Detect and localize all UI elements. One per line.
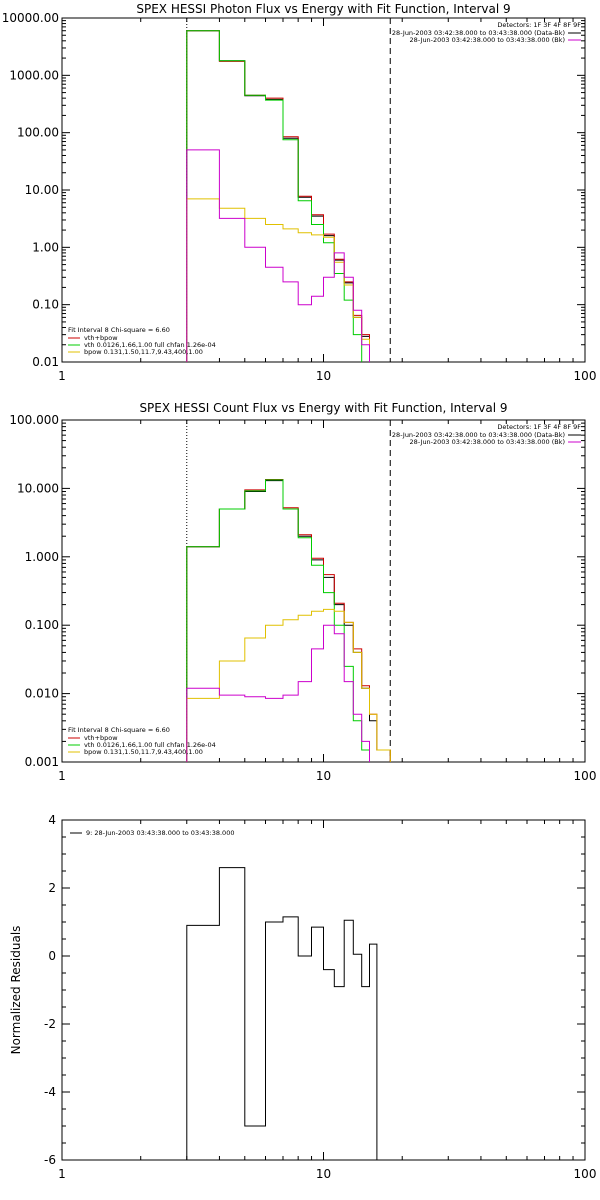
- chart-panel-3: 1 10 100 -6 -4 -2 0 2 4 Normalized Residuals 9: 28…: [9, 813, 596, 1181]
- x-tick-label: 1: [58, 369, 66, 383]
- x-tick-label: 1: [58, 769, 66, 783]
- y-tick-label: 1000.00: [9, 68, 59, 82]
- chart-title: SPEX HESSI Photon Flux vs Energy with Fi…: [136, 2, 510, 16]
- plot-frame: [61, 819, 586, 1161]
- series-bpow: [186, 608, 391, 762]
- y-tick-label: 100.00: [17, 126, 59, 140]
- legend-item: 9: 28-Jun-2003 03:43:38.000 to 03:43:38.…: [86, 829, 234, 837]
- series-total: [186, 479, 391, 762]
- series-group: [186, 867, 378, 1160]
- y-axis-label: Normalized Residuals: [9, 926, 23, 1055]
- left-legend: Fit Interval 8 Chi-square = 6.60vth+bpow…: [68, 726, 216, 756]
- y-tick-label: -4: [44, 1085, 56, 1099]
- chart-panel-2: SPEX HESSI Count Flux vs Energy with Fit…: [9, 401, 596, 783]
- legend-fit-header: Fit Interval 8 Chi-square = 6.60: [68, 326, 170, 334]
- x-tick-label: 1: [58, 1167, 66, 1181]
- plot-frame: [61, 17, 586, 363]
- y-tick-label: 0.01: [32, 355, 59, 369]
- legend-detectors: Detectors: 1F 3F 4F 8F 9F: [497, 21, 581, 29]
- legend-item: vth 0.0126,1.66,1.00 full chfan 1.26e-04: [84, 341, 216, 349]
- legend-interval: 28-Jun-2003 03:42:38.000 to 03:43:38.000…: [410, 438, 565, 446]
- x-tick-label: 10: [316, 369, 331, 383]
- y-tick-label: 2: [48, 881, 56, 895]
- left-legend: Fit Interval 8 Chi-square = 6.60vth+bpow…: [68, 326, 216, 356]
- series-group: [186, 30, 370, 362]
- series-vth: [186, 30, 363, 362]
- x-tick-label: 100: [574, 1167, 597, 1181]
- y-tick-label: 0: [48, 949, 56, 963]
- y-tick-label: 10000.00: [2, 11, 59, 25]
- legend-interval: 28-Jun-2003 03:42:38.000 to 03:43:38.000…: [392, 29, 565, 37]
- y-tick-label: 1.00: [32, 240, 59, 254]
- y-tick-label: 10.000: [17, 481, 59, 495]
- y-axis: -6 -4 -2 0 2 4 Normalized Residuals: [9, 813, 585, 1167]
- legend-item: bpow 0.131,1.50,11.7,9.43,400,1.00: [84, 348, 203, 356]
- series-group: [186, 479, 391, 762]
- x-axis: 1 10 100: [58, 420, 596, 783]
- x-tick-label: 10: [316, 769, 331, 783]
- y-tick-label: 0.010: [25, 687, 59, 701]
- y-tick-label: 10.00: [25, 183, 59, 197]
- y-tick-label: -6: [44, 1153, 56, 1167]
- chart-panel-1: SPEX HESSI Photon Flux vs Energy with Fi…: [2, 2, 597, 383]
- legend-item: bpow 0.131,1.50,11.7,9.43,400,1.00: [84, 748, 203, 756]
- y-tick-label: 100.000: [9, 413, 59, 427]
- legend-item: vth+bpow: [84, 734, 118, 742]
- series-vth: [186, 479, 370, 762]
- y-tick-label: 0.001: [25, 755, 59, 769]
- y-tick-label: 0.10: [32, 298, 59, 312]
- chart-title: SPEX HESSI Count Flux vs Energy with Fit…: [139, 401, 507, 415]
- legend-interval: 28-Jun-2003 03:42:38.000 to 03:43:38.000…: [410, 36, 565, 44]
- series-bpow: [186, 198, 370, 362]
- series-data: [186, 480, 391, 762]
- x-axis: 1 10 100: [58, 820, 596, 1181]
- series-model: [186, 149, 370, 362]
- x-tick-label: 10: [316, 1167, 331, 1181]
- legend-item: vth+bpow: [84, 334, 118, 342]
- y-tick-label: -2: [44, 1017, 56, 1031]
- x-tick-label: 100: [574, 769, 597, 783]
- legend-detectors: Detectors: 1F 3F 4F 8F 9F: [497, 423, 581, 431]
- legend-item: vth 0.0126,1.66,1.00 full chfan 1.26e-04: [84, 741, 216, 749]
- y-tick-label: 4: [48, 813, 56, 827]
- series-residuals: [186, 867, 378, 1160]
- series-model: [186, 624, 370, 762]
- y-axis: 0.01 0.10 1.00 10.00 100.00 1000.00 10000.00: [2, 11, 585, 369]
- x-tick-label: 100: [574, 369, 597, 383]
- x-axis: 1 10 100: [58, 18, 596, 383]
- legend-interval: 28-Jun-2003 03:42:38.000 to 03:43:38.000…: [392, 431, 565, 439]
- y-axis: 0.001 0.010 0.100 1.000 10.000 100.000: [9, 413, 585, 769]
- y-tick-label: 1.000: [25, 550, 59, 564]
- legend-fit-header: Fit Interval 8 Chi-square = 6.60: [68, 726, 170, 734]
- residual-legend: 9: 28-Jun-2003 03:43:38.000 to 03:43:38.…: [70, 829, 234, 837]
- y-tick-label: 0.100: [25, 618, 59, 632]
